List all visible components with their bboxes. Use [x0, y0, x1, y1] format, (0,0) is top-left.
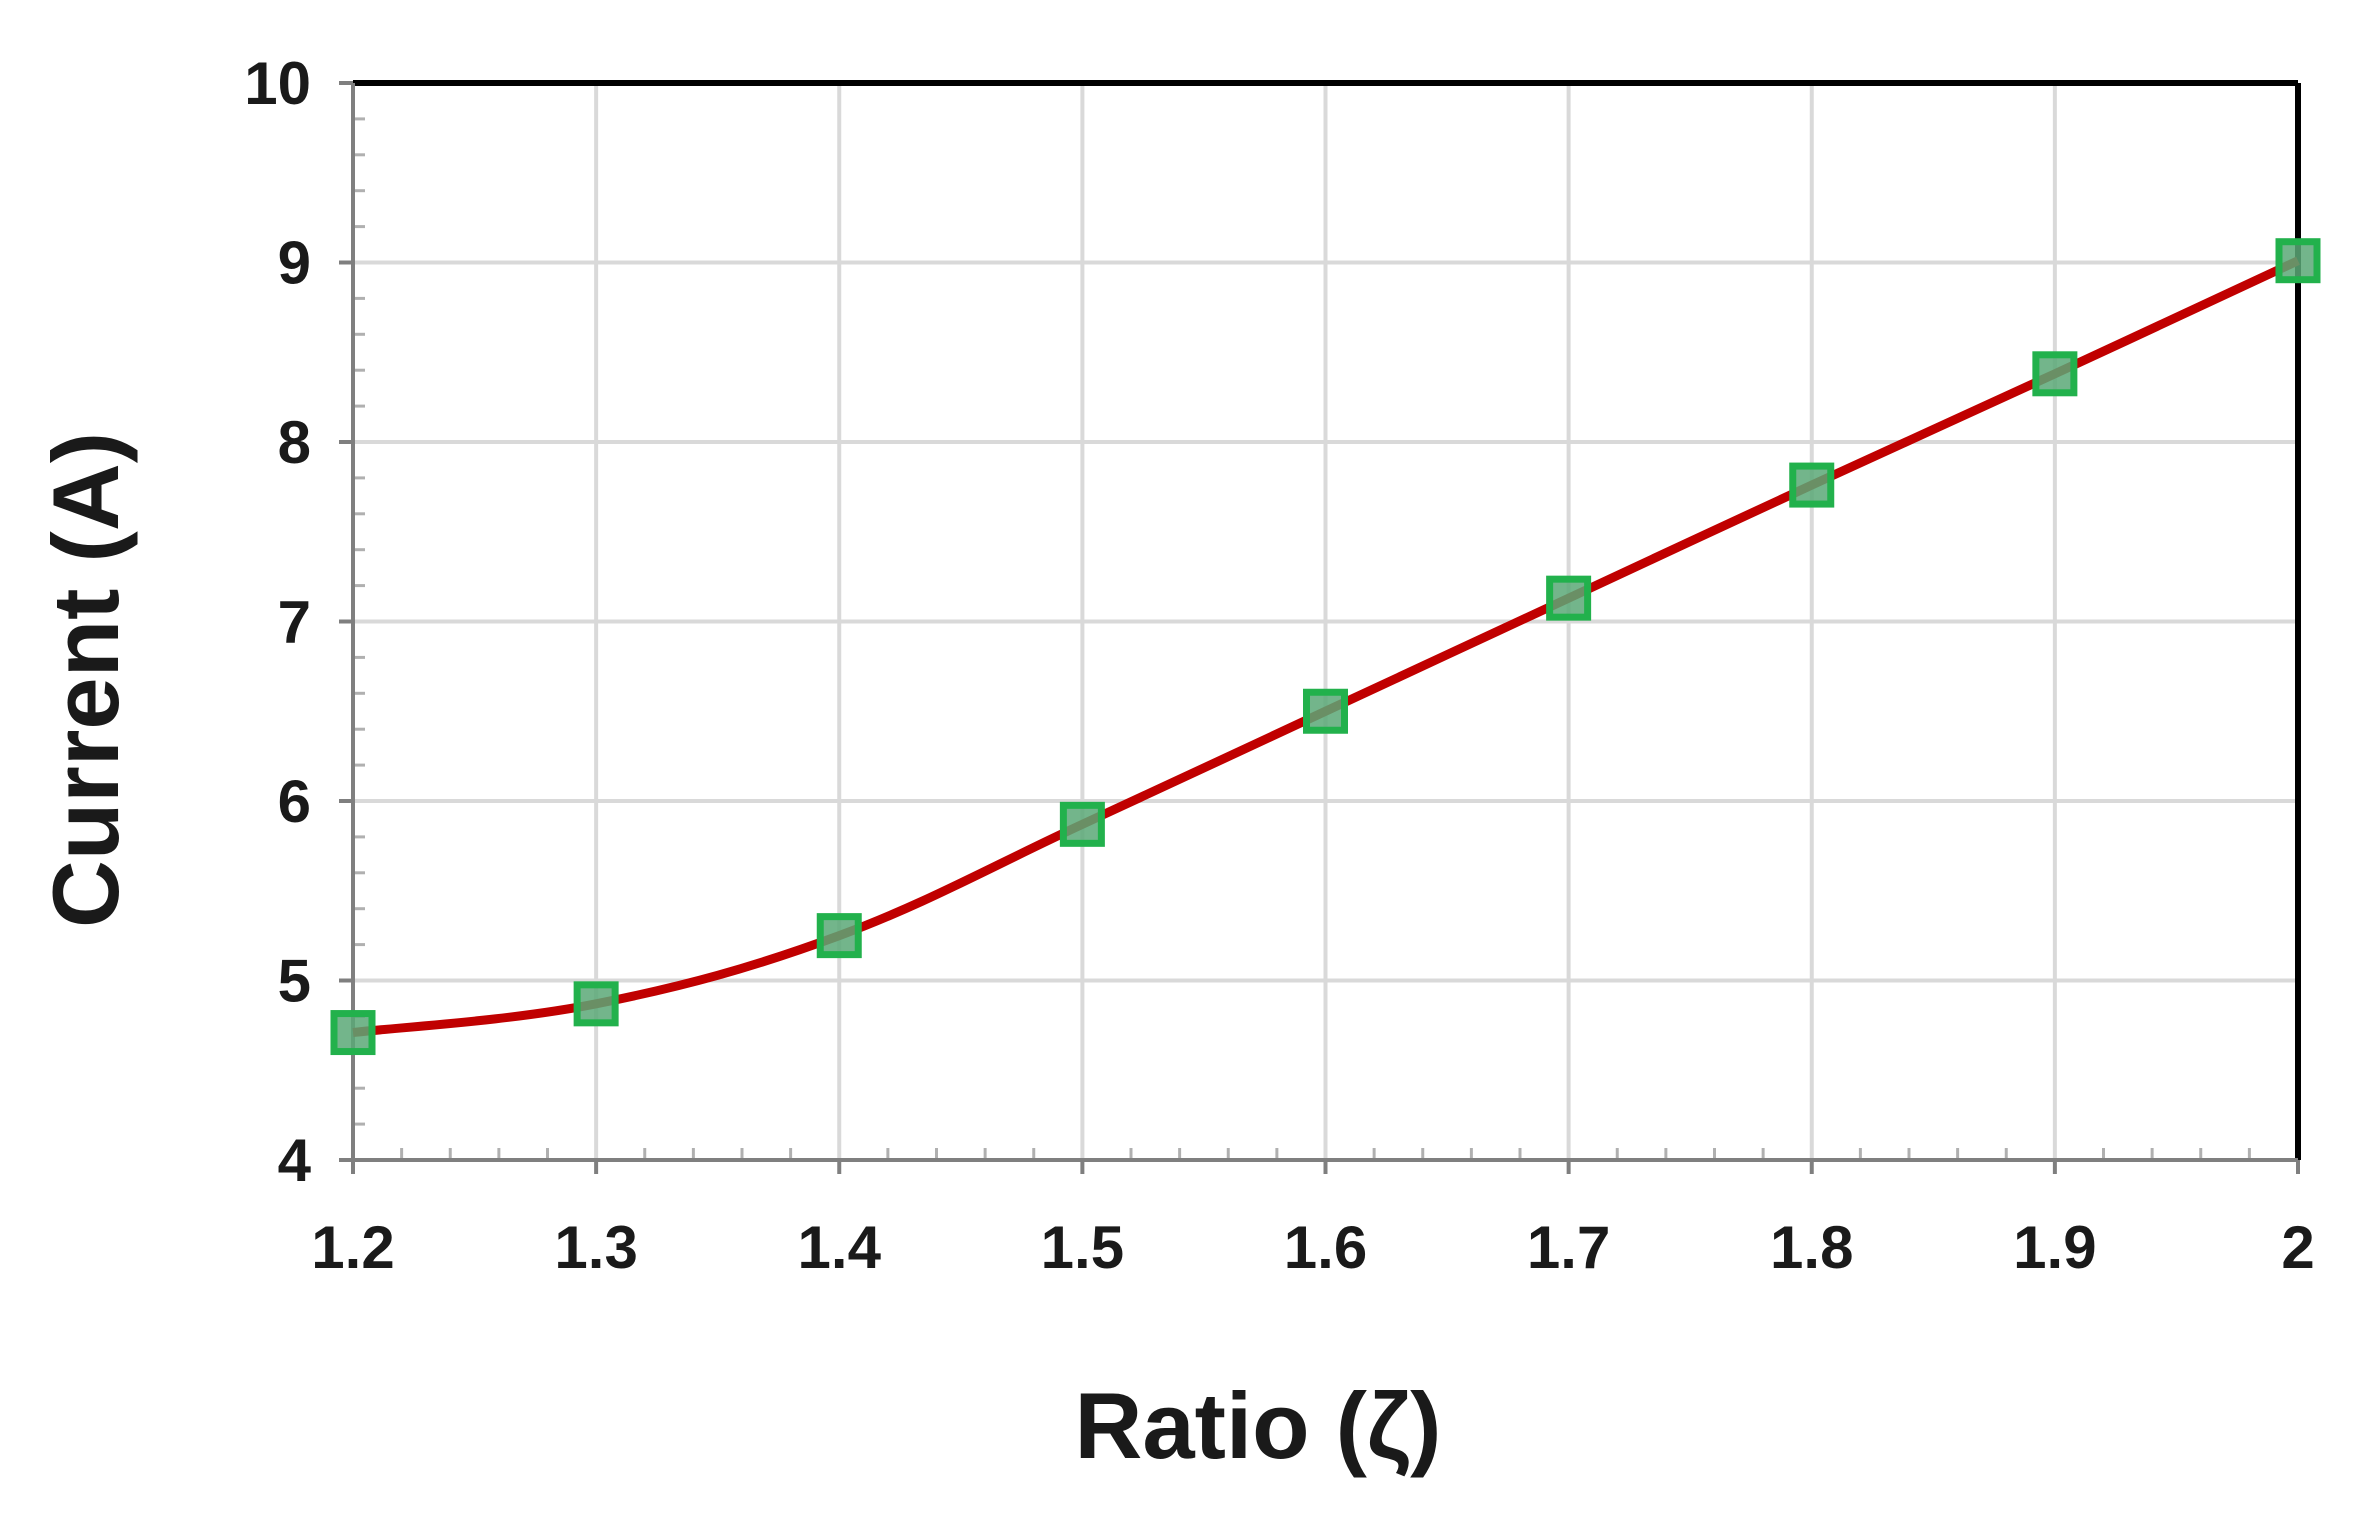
data-point-marker [816, 913, 862, 959]
x-tick-label: 1.9 [2013, 1214, 2096, 1281]
x-tick-label: 1.4 [798, 1214, 882, 1281]
y-tick-label: 4 [278, 1127, 312, 1194]
minor-tick-layer [353, 117, 2251, 1160]
y-tick-label: 5 [278, 948, 311, 1015]
data-point-marker [1059, 801, 1105, 847]
data-point-marker [2032, 351, 2078, 397]
x-tick-label: 2 [2281, 1214, 2314, 1281]
data-point-marker [573, 981, 619, 1027]
data-point-marker [2275, 238, 2321, 284]
y-tick-label: 6 [278, 768, 311, 835]
grid-layer [353, 81, 2300, 1160]
x-tick-label: 1.2 [311, 1214, 394, 1281]
x-tick-label: 1.5 [1041, 1214, 1124, 1281]
x-tick-label: 1.3 [554, 1214, 637, 1281]
frame-layer [339, 80, 2301, 1174]
y-tick-label: 9 [278, 230, 311, 297]
data-point-marker [1789, 462, 1835, 508]
x-tick-label: 1.6 [1284, 1214, 1367, 1281]
x-tick-label: 1.7 [1527, 1214, 1610, 1281]
data-point-marker [1546, 575, 1592, 621]
data-point-marker [1303, 688, 1348, 734]
y-tick-label: 7 [278, 589, 311, 656]
x-axis-title: Ratio (ζ) [1074, 1373, 1441, 1478]
y-tick-label: 8 [278, 409, 311, 476]
y-axis-title: Current (A) [33, 432, 138, 928]
y-tick-label: 10 [244, 50, 311, 117]
tick-label-layer: 1.2 1.3 1.4 1.5 1.6 1.7 1.8 1.9 2 4 5 6 7 8 9 10 [244, 50, 2314, 1281]
data-point-marker [330, 1010, 376, 1056]
marker-layer [330, 238, 2321, 1056]
x-tick-label: 1.8 [1770, 1214, 1853, 1281]
